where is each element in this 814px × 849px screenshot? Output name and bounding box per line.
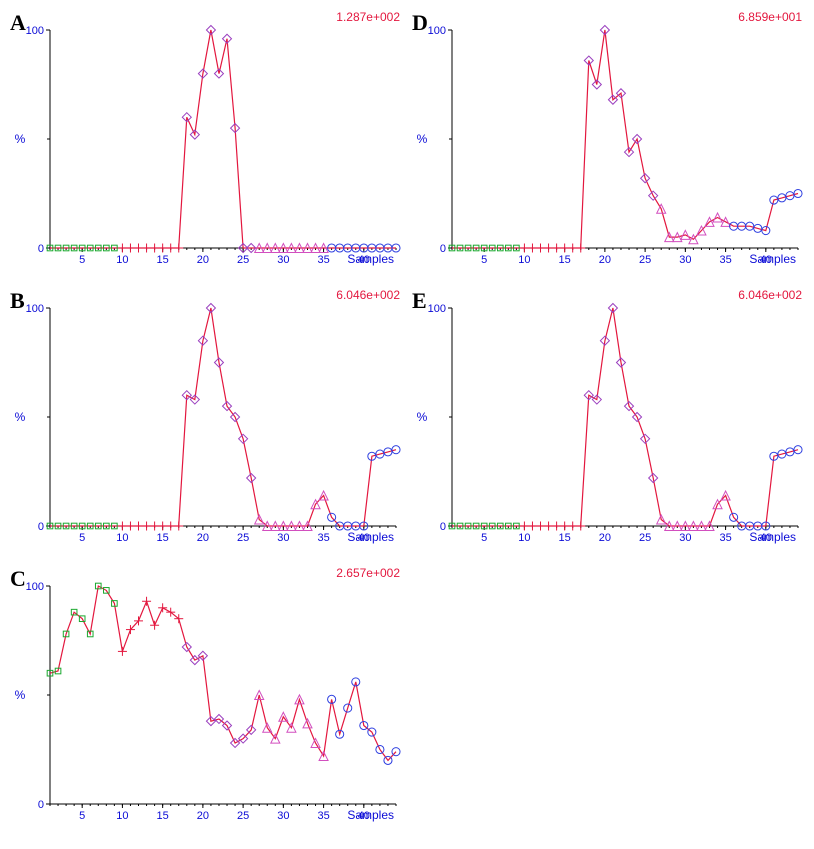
chart-B: 0100%510152025303540Samples [8,286,404,556]
exp-label-A: 1.287e+002 [336,10,400,24]
svg-text:5: 5 [481,254,487,266]
svg-text:25: 25 [639,532,651,544]
svg-text:%: % [417,410,428,424]
svg-text:25: 25 [237,254,249,266]
svg-text:Samples: Samples [347,808,394,822]
svg-text:10: 10 [518,254,530,266]
svg-text:%: % [15,410,26,424]
svg-text:5: 5 [481,532,487,544]
svg-text:25: 25 [237,532,249,544]
panel-B: B 6.046e+002 0100%510152025303540Samples [8,286,404,558]
svg-text:5: 5 [79,532,85,544]
svg-text:Samples: Samples [749,530,796,544]
panel-empty [410,564,806,836]
svg-text:Samples: Samples [347,530,394,544]
svg-text:20: 20 [197,254,209,266]
svg-text:15: 15 [559,532,571,544]
svg-text:15: 15 [157,810,169,822]
svg-text:30: 30 [277,810,289,822]
chart-E: 0100%510152025303540Samples [410,286,806,556]
panel-label-C: C [10,566,26,592]
svg-text:30: 30 [679,532,691,544]
svg-text:30: 30 [277,532,289,544]
svg-text:10: 10 [116,532,128,544]
svg-text:5: 5 [79,810,85,822]
panel-C: C 2.657e+002 0100%510152025303540Samples [8,564,404,836]
svg-text:35: 35 [719,532,731,544]
exp-label-B: 6.046e+002 [336,288,400,302]
svg-text:Samples: Samples [749,252,796,266]
svg-text:100: 100 [26,303,44,315]
svg-text:100: 100 [428,25,446,37]
svg-text:100: 100 [26,581,44,593]
panel-A: A 1.287e+002 0100%510152025303540Samples [8,8,404,280]
svg-text:20: 20 [599,532,611,544]
svg-text:%: % [15,688,26,702]
svg-text:10: 10 [518,532,530,544]
panel-label-E: E [412,288,427,314]
svg-text:%: % [15,132,26,146]
figure-grid: A 1.287e+002 0100%510152025303540Samples… [8,8,806,836]
svg-text:30: 30 [277,254,289,266]
svg-text:15: 15 [157,254,169,266]
svg-text:30: 30 [679,254,691,266]
svg-text:100: 100 [26,25,44,37]
svg-text:25: 25 [639,254,651,266]
exp-label-E: 6.046e+002 [738,288,802,302]
svg-text:0: 0 [38,243,44,255]
svg-text:0: 0 [440,521,446,533]
svg-text:%: % [417,132,428,146]
svg-text:10: 10 [116,254,128,266]
svg-text:35: 35 [317,532,329,544]
panel-E: E 6.046e+002 0100%510152025303540Samples [410,286,806,558]
svg-text:35: 35 [317,254,329,266]
panel-label-D: D [412,10,428,36]
svg-text:35: 35 [317,810,329,822]
exp-label-D: 6.859e+001 [738,10,802,24]
svg-text:20: 20 [599,254,611,266]
svg-text:Samples: Samples [347,252,394,266]
svg-text:5: 5 [79,254,85,266]
chart-C: 0100%510152025303540Samples [8,564,404,834]
svg-text:25: 25 [237,810,249,822]
svg-text:20: 20 [197,532,209,544]
svg-text:0: 0 [38,521,44,533]
chart-A: 0100%510152025303540Samples [8,8,404,278]
panel-D: D 6.859e+001 0100%510152025303540Samples [410,8,806,280]
svg-text:15: 15 [559,254,571,266]
panel-label-B: B [10,288,25,314]
panel-label-A: A [10,10,26,36]
svg-text:35: 35 [719,254,731,266]
svg-text:15: 15 [157,532,169,544]
svg-text:20: 20 [197,810,209,822]
svg-text:100: 100 [428,303,446,315]
svg-text:0: 0 [38,799,44,811]
chart-D: 0100%510152025303540Samples [410,8,806,278]
svg-text:0: 0 [440,243,446,255]
exp-label-C: 2.657e+002 [336,566,400,580]
svg-text:10: 10 [116,810,128,822]
